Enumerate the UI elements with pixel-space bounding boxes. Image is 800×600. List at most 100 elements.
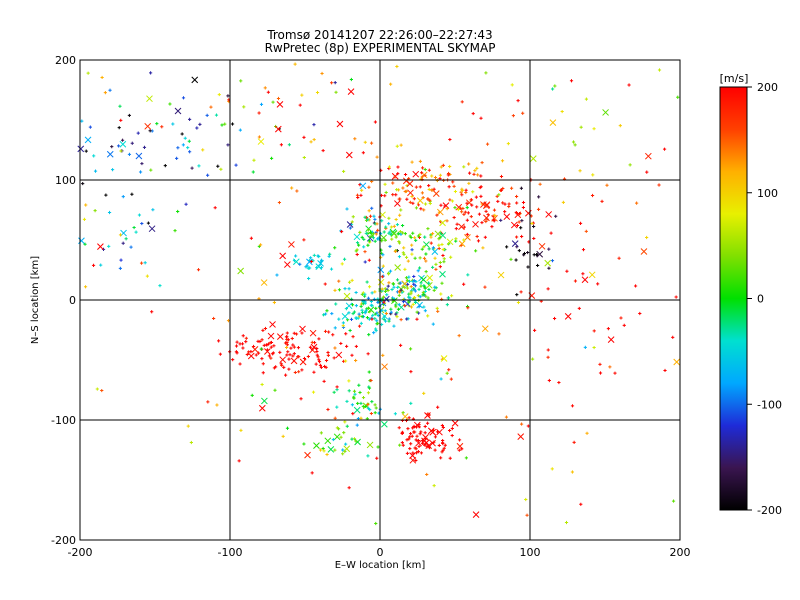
data-point-plus xyxy=(422,292,426,297)
data-point-plus xyxy=(457,448,461,452)
data-point-plus xyxy=(367,258,371,262)
data-point-plus xyxy=(83,285,88,289)
data-point-plus xyxy=(316,355,320,359)
data-point-plus xyxy=(86,71,90,75)
data-point-plus xyxy=(396,285,400,289)
data-point-cross xyxy=(529,155,537,162)
data-point-plus xyxy=(554,214,558,218)
data-point-plus xyxy=(445,219,449,223)
data-point-plus xyxy=(592,329,596,333)
data-point-plus xyxy=(357,383,361,387)
data-point-plus xyxy=(419,207,423,211)
data-point-plus xyxy=(514,235,519,239)
data-point-plus xyxy=(397,293,401,297)
data-point-plus xyxy=(454,227,458,231)
data-point-plus xyxy=(426,412,430,416)
data-point-plus xyxy=(393,249,397,253)
data-point-plus xyxy=(423,309,427,313)
data-point-plus xyxy=(380,287,384,291)
data-point-plus xyxy=(316,254,320,258)
data-point-plus xyxy=(110,168,115,172)
data-point-plus xyxy=(365,307,369,311)
data-point-plus xyxy=(413,284,418,288)
data-point-plus xyxy=(390,287,394,292)
data-point-plus xyxy=(360,188,364,192)
data-point-plus xyxy=(424,270,428,274)
data-point-plus xyxy=(550,87,555,91)
data-point-plus xyxy=(470,203,474,207)
data-point-plus xyxy=(360,314,364,319)
x-tick-label: -200 xyxy=(68,546,93,559)
data-point-plus xyxy=(420,175,424,179)
data-point-plus xyxy=(312,137,316,142)
data-point-plus xyxy=(407,275,411,279)
data-point-cross xyxy=(359,182,367,190)
data-point-plus xyxy=(93,169,98,173)
data-point-plus xyxy=(188,150,192,154)
data-point-plus xyxy=(339,435,343,439)
data-point-plus xyxy=(291,343,295,347)
data-point-plus xyxy=(386,288,390,293)
data-point-plus xyxy=(345,399,349,404)
data-point-plus xyxy=(384,311,389,316)
data-point-plus xyxy=(291,354,295,358)
data-point-plus xyxy=(411,287,415,291)
data-point-plus xyxy=(367,209,371,213)
data-point-plus xyxy=(414,238,418,242)
data-point-cross xyxy=(483,214,490,222)
data-point-plus xyxy=(116,144,121,148)
data-point-plus xyxy=(342,257,347,261)
data-point-plus xyxy=(426,197,430,201)
data-point-cross xyxy=(394,200,401,207)
data-point-plus xyxy=(450,199,455,203)
data-point-plus xyxy=(448,456,452,460)
data-point-plus xyxy=(219,167,223,171)
data-point-plus xyxy=(546,287,550,291)
data-point-plus xyxy=(522,253,526,257)
data-point-plus xyxy=(302,155,306,160)
data-point-plus xyxy=(331,333,335,337)
data-point-plus xyxy=(218,352,222,356)
data-point-plus xyxy=(369,378,373,383)
data-point-plus xyxy=(424,259,428,263)
data-point-plus xyxy=(373,317,377,321)
data-point-cross xyxy=(434,230,442,238)
data-point-plus xyxy=(206,400,210,404)
data-point-plus xyxy=(446,296,451,300)
colorbar-tick-label: 100 xyxy=(757,187,778,200)
data-point-plus xyxy=(340,262,344,266)
data-point-plus xyxy=(579,502,583,506)
data-point-plus xyxy=(448,198,452,202)
data-point-plus xyxy=(462,212,466,216)
data-point-plus xyxy=(350,403,354,407)
data-point-cross xyxy=(261,397,268,405)
data-point-plus xyxy=(499,188,504,192)
data-point-plus xyxy=(354,290,358,295)
data-point-cross xyxy=(588,271,596,279)
data-point-plus xyxy=(366,228,370,232)
data-point-plus xyxy=(475,234,479,239)
data-point-cross xyxy=(288,241,295,248)
data-point-plus xyxy=(504,415,509,419)
data-point-plus xyxy=(277,200,282,205)
data-point-plus xyxy=(471,111,475,116)
data-point-plus xyxy=(472,172,476,176)
data-point-plus xyxy=(215,403,219,407)
data-point-plus xyxy=(433,448,437,452)
data-point-plus xyxy=(460,447,464,451)
data-point-plus xyxy=(416,294,420,298)
data-point-plus xyxy=(509,186,514,190)
data-point-plus xyxy=(393,175,397,179)
data-point-plus xyxy=(431,322,435,326)
data-point-plus xyxy=(284,345,289,350)
data-point-cross xyxy=(84,136,92,144)
data-point-cross xyxy=(431,248,439,256)
data-point-plus xyxy=(435,306,439,311)
data-point-plus xyxy=(238,128,242,132)
data-point-plus xyxy=(401,411,405,415)
data-point-plus xyxy=(467,181,471,186)
data-point-plus xyxy=(347,486,351,490)
data-point-plus xyxy=(329,81,334,85)
data-point-plus xyxy=(423,202,428,206)
data-point-plus xyxy=(230,122,235,126)
